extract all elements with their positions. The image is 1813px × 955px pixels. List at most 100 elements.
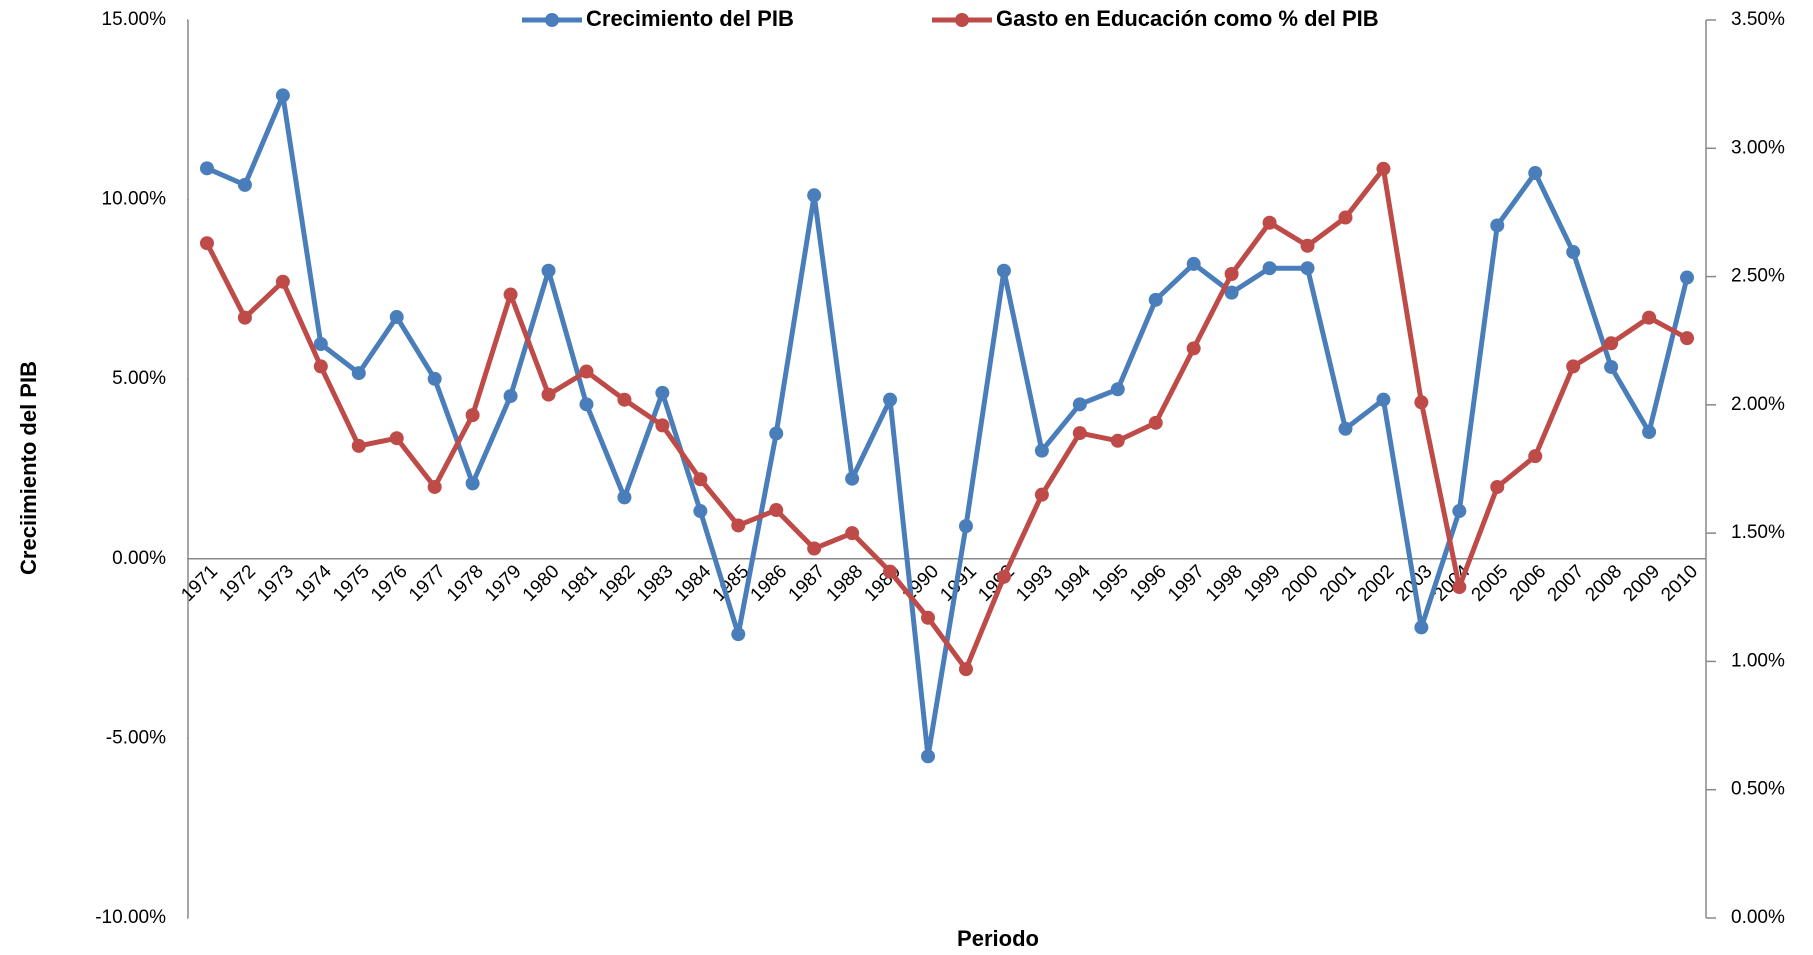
- x-tick-label: 1984: [671, 561, 716, 606]
- data-point: [503, 389, 518, 404]
- data-point: [199, 236, 214, 251]
- x-tick-label: 1998: [1202, 561, 1247, 606]
- data-point: [693, 504, 708, 519]
- data-point: [427, 479, 442, 494]
- x-tick-label: 2002: [1354, 561, 1399, 606]
- x-tick-label: 1973: [253, 561, 298, 606]
- data-point: [465, 476, 480, 491]
- x-tick-label: 1981: [557, 561, 602, 606]
- data-point: [769, 503, 784, 518]
- data-point: [1224, 267, 1239, 282]
- data-point: [1490, 479, 1505, 494]
- data-point: [1452, 504, 1467, 519]
- x-tick-label: 1979: [481, 561, 526, 606]
- data-point: [1186, 341, 1201, 356]
- x-tick-label: 2006: [1506, 561, 1551, 606]
- data-point: [1034, 443, 1049, 458]
- x-tick-label: 1975: [329, 561, 374, 606]
- x-tick-label: 1980: [519, 561, 564, 606]
- data-point: [237, 177, 252, 192]
- y-tick-label: 5.00%: [112, 368, 166, 389]
- data-point: [1490, 218, 1505, 233]
- y2-tick-label: 3.50%: [1731, 9, 1785, 30]
- data-point: [921, 749, 936, 764]
- x-tick-label: 1976: [367, 561, 412, 606]
- data-point: [1680, 331, 1695, 346]
- data-point: [1110, 382, 1125, 397]
- x-tick-label: 2001: [1316, 561, 1361, 606]
- data-point: [1300, 261, 1315, 276]
- data-point: [275, 88, 290, 103]
- data-point: [1528, 449, 1543, 464]
- data-point: [541, 387, 556, 402]
- data-point: [1148, 415, 1163, 430]
- data-point: [958, 519, 973, 534]
- y2-tick-label: 3.00%: [1731, 137, 1785, 158]
- data-point: [1376, 392, 1391, 407]
- data-point: [313, 359, 328, 374]
- data-point: [1414, 395, 1429, 410]
- data-point: [1072, 426, 1087, 441]
- legend-marker: [545, 13, 559, 27]
- data-point: [1338, 210, 1353, 225]
- data-point: [541, 263, 556, 278]
- data-point: [1566, 245, 1581, 260]
- data-point: [1642, 425, 1657, 440]
- data-point: [313, 336, 328, 351]
- data-point: [1224, 285, 1239, 300]
- data-point: [693, 472, 708, 487]
- y-tick-label: 10.00%: [102, 189, 167, 210]
- y-tick-label: -5.00%: [106, 727, 166, 748]
- data-point: [1338, 421, 1353, 436]
- legend-label: Gasto en Educación como % del PIB: [996, 6, 1379, 31]
- x-tick-label: 1977: [405, 561, 450, 606]
- x-tick-label: 2000: [1278, 561, 1323, 606]
- x-tick-label: 1978: [443, 561, 488, 606]
- x-tick-label: 1987: [785, 561, 830, 606]
- x-tick-label: 1997: [1164, 561, 1209, 606]
- data-point: [731, 627, 746, 642]
- data-point: [1414, 620, 1429, 635]
- data-point: [1528, 166, 1543, 181]
- data-point: [1452, 580, 1467, 595]
- x-tick-label: 2007: [1544, 561, 1589, 606]
- x-tick-label: 1990: [898, 561, 943, 606]
- data-point: [1262, 261, 1277, 276]
- x-tick-label: 1972: [215, 561, 260, 606]
- data-point: [1300, 238, 1315, 253]
- data-point: [1680, 270, 1695, 285]
- data-point: [389, 431, 404, 446]
- data-point: [1186, 256, 1201, 271]
- x-tick-label: 1971: [177, 561, 222, 606]
- data-point: [503, 287, 518, 302]
- data-point: [1034, 487, 1049, 502]
- x-tick-label: 1974: [291, 561, 336, 606]
- x-tick-label: 1996: [1126, 561, 1171, 606]
- x-tick-label: 1983: [633, 561, 678, 606]
- x-tick-label: 1988: [822, 561, 867, 606]
- data-point: [465, 408, 480, 423]
- data-point: [579, 364, 594, 379]
- x-tick-label: 2008: [1581, 561, 1626, 606]
- y-tick-label: 0.00%: [112, 548, 166, 569]
- data-point: [1262, 215, 1277, 230]
- data-point: [1604, 336, 1619, 351]
- x-tick-label: 2010: [1657, 561, 1702, 606]
- data-point: [617, 490, 632, 505]
- x-tick-label: 1994: [1050, 561, 1095, 606]
- data-point: [655, 418, 670, 433]
- x-tick-label: 1999: [1240, 561, 1285, 606]
- y2-tick-label: 1.50%: [1731, 522, 1785, 543]
- data-point: [883, 392, 898, 407]
- y2-tick-label: 0.50%: [1731, 779, 1785, 800]
- y2-tick-label: 2.50%: [1731, 266, 1785, 287]
- data-point: [1376, 161, 1391, 176]
- y-tick-label: 15.00%: [102, 9, 167, 30]
- data-point: [579, 397, 594, 412]
- data-point: [769, 426, 784, 441]
- data-point: [617, 392, 632, 407]
- y-tick-label: -10.00%: [95, 907, 166, 928]
- data-point: [731, 518, 746, 533]
- x-tick-label: 2005: [1468, 561, 1513, 606]
